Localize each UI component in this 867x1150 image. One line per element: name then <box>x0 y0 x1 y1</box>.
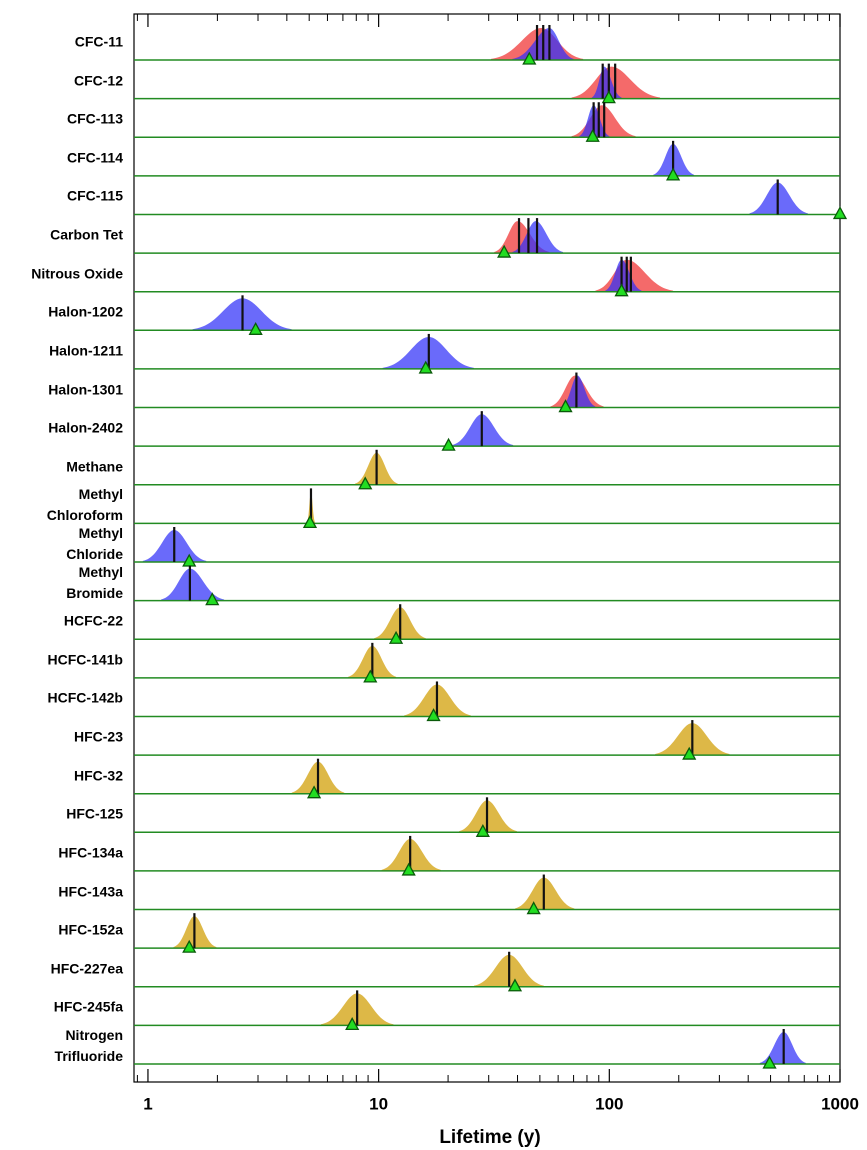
model-marker <box>614 283 629 297</box>
model-marker <box>762 1055 777 1069</box>
model-marker <box>363 669 378 683</box>
model-marker <box>205 592 220 606</box>
model-marker <box>522 51 537 65</box>
model-marker <box>302 515 318 529</box>
model-marker <box>418 360 433 374</box>
distribution <box>605 259 642 292</box>
row-label: CFC-113 <box>66 110 123 127</box>
row-label: Halon-1301 <box>48 381 123 398</box>
model-marker <box>475 823 490 837</box>
model-marker <box>558 399 573 413</box>
row-label: Nitrogen Trifluoride <box>54 1027 123 1064</box>
distribution <box>161 568 225 601</box>
x-axis-title: Lifetime (y) <box>439 1127 540 1148</box>
row-label: HFC-245fa <box>53 998 123 1015</box>
row-label: Halon-1211 <box>49 342 123 359</box>
row-label: HFC-152a <box>58 921 123 938</box>
row-label: CFC-115 <box>66 187 123 204</box>
x-tick-label: 1 <box>143 1094 152 1113</box>
x-tick-label: 100 <box>595 1094 623 1113</box>
model-marker <box>426 708 441 722</box>
model-marker <box>248 321 263 335</box>
model-marker <box>401 862 416 876</box>
row-label: HFC-23 <box>73 728 123 745</box>
model-marker <box>345 1017 360 1031</box>
model-marker <box>682 746 697 760</box>
row-label: HCFC-142b <box>47 689 123 706</box>
row-label: Carbon Tet <box>50 226 123 243</box>
model-marker <box>665 167 681 181</box>
model-marker <box>585 128 600 142</box>
row-label: Methyl Chloride <box>66 525 123 562</box>
model-marker <box>601 90 616 104</box>
plot-frame <box>133 13 841 1083</box>
row-label: CFC-12 <box>73 72 123 89</box>
model-marker <box>507 978 523 992</box>
x-tick-label: 10 <box>369 1094 388 1113</box>
row-label: HCFC-22 <box>63 612 123 629</box>
row-label: HFC-125 <box>66 805 123 822</box>
model-marker <box>388 630 404 644</box>
row-label: HFC-134a <box>58 844 123 861</box>
row-label: Halon-1202 <box>48 303 123 320</box>
model-marker <box>306 785 322 799</box>
row-label: HFC-227ea <box>50 960 123 977</box>
model-marker <box>832 206 848 220</box>
row-label: HFC-143a <box>58 883 123 900</box>
distribution <box>561 375 596 408</box>
row-label: Halon-2402 <box>48 419 123 436</box>
row-label: Methane <box>66 458 123 475</box>
model-marker <box>182 939 197 953</box>
model-marker <box>358 476 373 490</box>
row-label: Methyl Bromide <box>66 563 123 601</box>
x-tick-label: 1000 <box>821 1094 859 1113</box>
row-label: HFC-32 <box>73 767 123 784</box>
row-label: CFC-114 <box>66 149 123 166</box>
row-label: Nitrous Oxide <box>31 265 123 282</box>
model-marker <box>497 244 512 258</box>
row-label: CFC-11 <box>74 33 123 50</box>
row-label: HCFC-141b <box>47 651 123 668</box>
model-marker <box>526 901 541 915</box>
row-label: Methyl Chloroform <box>46 486 123 524</box>
model-marker <box>441 437 456 451</box>
